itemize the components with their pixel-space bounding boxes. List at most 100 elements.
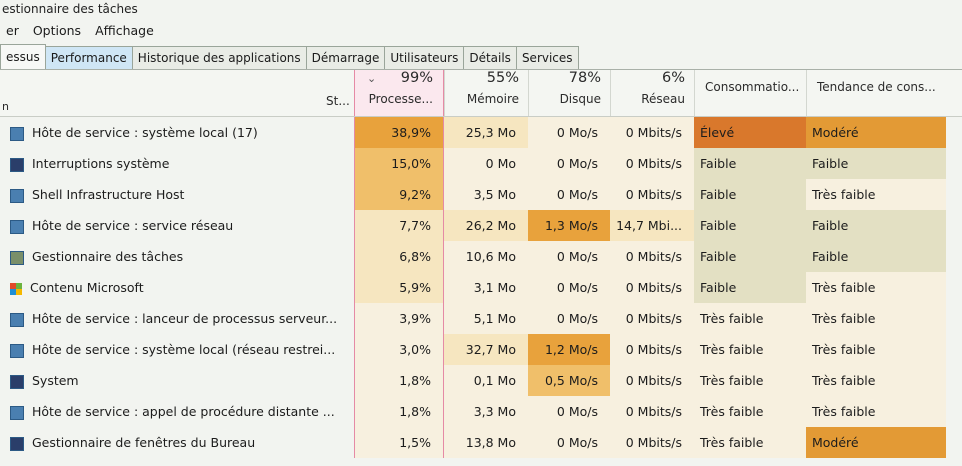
table-row[interactable]: Shell Infrastructure Host 9,2% 3,5 Mo 0 Mo/…	[0, 179, 962, 210]
status-cell	[330, 117, 354, 148]
process-name: Hôte de service : service réseau	[32, 218, 234, 233]
table-row[interactable]: Hôte de service : lanceur de processus s…	[0, 303, 962, 334]
table-row[interactable]: Hôte de service : système local (17) 38,9…	[0, 117, 962, 148]
memory-cell: 26,2 Mo	[444, 210, 528, 241]
memory-label: Mémoire	[466, 92, 519, 106]
memory-cell: 3,5 Mo	[444, 179, 528, 210]
process-name: Gestionnaire de fenêtres du Bureau	[32, 435, 256, 450]
column-trend-header[interactable]: Tendance de cons...	[806, 70, 962, 116]
column-memory-header[interactable]: 55% Mémoire	[444, 70, 529, 116]
process-name-cell: Hôte de service : service réseau	[0, 210, 340, 241]
cpu-cell: 38,9%	[354, 117, 444, 148]
menu-view[interactable]: Affichage	[95, 23, 154, 38]
power-usage-cell: Très faible	[694, 334, 806, 365]
network-cell: 0 Mbits/s	[610, 117, 694, 148]
tab-services[interactable]: Services	[515, 46, 579, 69]
menu-file[interactable]: er	[6, 23, 19, 38]
process-name-cell: Shell Infrastructure Host	[0, 179, 340, 210]
process-name: Contenu Microsoft	[30, 280, 144, 295]
table-row[interactable]: Gestionnaire des tâches 6,8% 10,6 Mo 0 Mo/s…	[0, 241, 962, 272]
process-name-cell: Hôte de service : système local (17)	[0, 117, 340, 148]
table-row[interactable]: Interruptions système 15,0% 0 Mo 0 Mo/s 0 Mb…	[0, 148, 962, 179]
tab-details[interactable]: Détails	[463, 46, 517, 69]
status-cell	[330, 179, 354, 210]
cpu-label: Processe...	[368, 92, 433, 106]
disk-cell: 0 Mo/s	[528, 148, 610, 179]
process-name: Shell Infrastructure Host	[32, 187, 185, 202]
power-trend-cell: Très faible	[806, 179, 946, 210]
disk-cell: 0,5 Mo/s	[528, 365, 610, 396]
tab-performance[interactable]: Performance	[44, 46, 133, 69]
service-host-icon	[10, 312, 24, 327]
service-host-icon	[10, 343, 24, 358]
table-header: n St... ⌄ 99% Processe... 55% Mémoire 78…	[0, 70, 962, 117]
power-usage-cell: Faible	[694, 148, 806, 179]
memory-cell: 0 Mo	[444, 148, 528, 179]
memory-total-pct: 55%	[486, 70, 519, 86]
column-status-label: St...	[326, 94, 350, 108]
power-usage-cell: Élevé	[694, 117, 806, 148]
disk-cell: 0 Mo/s	[528, 241, 610, 272]
column-cpu-header[interactable]: ⌄ 99% Processe...	[354, 70, 444, 116]
power-trend-cell: Faible	[806, 148, 946, 179]
process-name: Hôte de service : système local (réseau …	[32, 342, 336, 357]
process-name: Hôte de service : appel de procédure dis…	[32, 404, 335, 419]
status-cell	[330, 334, 354, 365]
column-network-header[interactable]: 6% Réseau	[610, 70, 695, 116]
network-cell: 0 Mbits/s	[610, 334, 694, 365]
network-cell: 0 Mbits/s	[610, 396, 694, 427]
network-cell: 0 Mbits/s	[610, 179, 694, 210]
table-row[interactable]: System 1,8% 0,1 Mo 0,5 Mo/s 0 Mbits/s Très fa…	[0, 365, 962, 396]
process-name: Interruptions système	[32, 156, 170, 171]
process-name-cell: Gestionnaire de fenêtres du Bureau	[0, 427, 340, 458]
network-label: Réseau	[641, 92, 685, 106]
cpu-cell: 1,8%	[354, 396, 444, 427]
process-name: Gestionnaire des tâches	[32, 249, 184, 264]
table-row[interactable]: Gestionnaire de fenêtres du Bureau 1,5% 13…	[0, 427, 962, 458]
column-disk-header[interactable]: 78% Disque	[528, 70, 611, 116]
shell-host-icon	[10, 188, 24, 203]
power-usage-cell: Faible	[694, 241, 806, 272]
status-cell	[330, 148, 354, 179]
power-usage-cell: Faible	[694, 179, 806, 210]
cpu-cell: 3,0%	[354, 334, 444, 365]
task-manager-icon	[10, 250, 24, 265]
trend-label: Tendance de cons...	[817, 80, 936, 94]
tab-processes[interactable]: essus	[0, 44, 46, 69]
power-usage-cell: Faible	[694, 272, 806, 303]
table-row[interactable]: Contenu Microsoft 5,9% 3,1 Mo 0 Mo/s 0 Mbits…	[0, 272, 962, 303]
process-name-cell: Gestionnaire des tâches	[0, 241, 340, 272]
column-status-header[interactable]: St...	[318, 70, 354, 116]
service-host-icon	[10, 219, 24, 234]
cpu-total-pct: 99%	[400, 70, 433, 86]
disk-label: Disque	[559, 92, 601, 106]
memory-cell: 5,1 Mo	[444, 303, 528, 334]
column-name-header[interactable]: n	[0, 70, 330, 116]
table-row[interactable]: Hôte de service : service réseau 7,7% 26,2…	[0, 210, 962, 241]
cpu-cell: 7,7%	[354, 210, 444, 241]
desktop-window-manager-icon	[10, 436, 24, 451]
table-row[interactable]: Hôte de service : système local (réseau …	[0, 334, 962, 365]
tab-users[interactable]: Utilisateurs	[384, 46, 465, 69]
column-name-label: n	[2, 100, 9, 113]
power-trend-cell: Très faible	[806, 303, 946, 334]
disk-cell: 0 Mo/s	[528, 272, 610, 303]
table-row[interactable]: Hôte de service : appel de procédure dis…	[0, 396, 962, 427]
network-total-pct: 6%	[661, 70, 685, 86]
column-power-header[interactable]: Consommatio...	[694, 70, 807, 116]
status-cell	[330, 427, 354, 458]
tab-startup[interactable]: Démarrage	[305, 46, 386, 69]
menu-options[interactable]: Options	[32, 23, 82, 38]
sort-chevron-icon: ⌄	[367, 72, 377, 85]
network-cell: 0 Mbits/s	[610, 427, 694, 458]
disk-cell: 0 Mo/s	[528, 179, 610, 210]
network-cell: 14,7 Mbi...	[610, 210, 694, 241]
process-name-cell: System	[0, 365, 340, 396]
power-trend-cell: Faible	[806, 210, 946, 241]
disk-cell: 0 Mo/s	[528, 427, 610, 458]
process-name-cell: Hôte de service : appel de procédure dis…	[0, 396, 340, 427]
tab-app-history[interactable]: Historique des applications	[131, 46, 307, 69]
status-cell	[330, 303, 354, 334]
power-trend-cell: Très faible	[806, 334, 946, 365]
